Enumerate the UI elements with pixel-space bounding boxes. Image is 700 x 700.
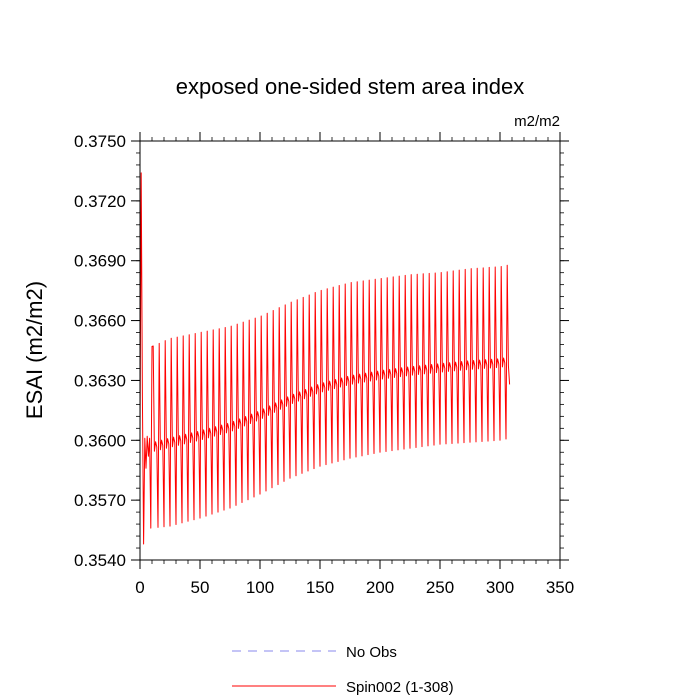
plot-area: [139, 172, 511, 545]
y-tick-label: 0.3660: [74, 312, 126, 331]
y-tick-label: 0.3750: [74, 132, 126, 151]
legend-label-spin002: Spin002 (1-308): [346, 679, 454, 696]
x-tick-label: 50: [191, 578, 210, 597]
y-tick-label: 0.3600: [74, 431, 126, 450]
y-tick-label: 0.3570: [74, 491, 126, 510]
chart-title: exposed one-sided stem area index: [176, 74, 525, 99]
plot-frame: [139, 140, 561, 561]
x-tick-label: 350: [546, 578, 574, 597]
x-tick-label: 200: [366, 578, 394, 597]
y-tick-label: 0.3690: [74, 252, 126, 271]
x-tick-label: 100: [246, 578, 274, 597]
x-tick-label: 150: [306, 578, 334, 597]
x-tick-label: 0: [135, 578, 144, 597]
x-tick-label: 250: [426, 578, 454, 597]
legend: No Obs Spin002 (1-308): [232, 644, 454, 696]
y-axis-label: ESAI (m2/m2): [22, 281, 47, 419]
axes: 0 50 100 150 200 250 300 350 0.3540 0.3570 0.3600 0…: [74, 132, 574, 597]
legend-label-no-obs: No Obs: [346, 644, 397, 661]
y-tick-label: 0.3630: [74, 371, 126, 390]
units-label: m2/m2: [514, 113, 560, 130]
y-tick-label: 0.3540: [74, 551, 126, 570]
series-line-spin002: [139, 172, 511, 545]
x-tick-label: 300: [486, 578, 514, 597]
y-tick-label: 0.3720: [74, 192, 126, 211]
